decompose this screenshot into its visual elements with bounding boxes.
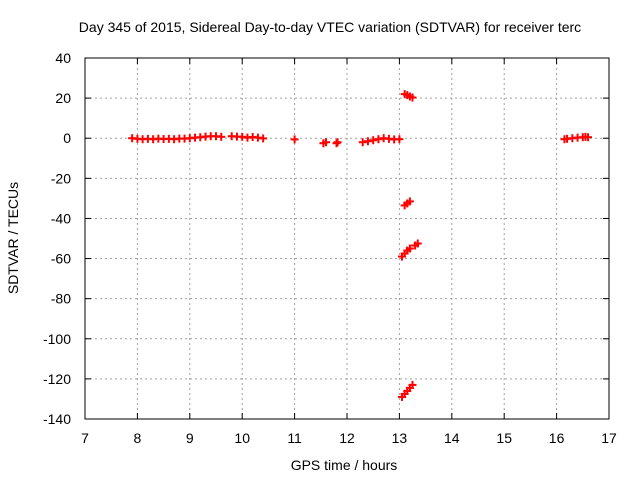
y-tick-label: 0 (63, 130, 71, 146)
x-tick-label: 11 (287, 430, 302, 446)
data-point (408, 380, 417, 389)
data-point (395, 135, 404, 144)
x-tick-label: 12 (339, 430, 355, 446)
y-tick-label: -100 (43, 331, 71, 347)
data-point (408, 93, 417, 102)
y-tick-label: -80 (51, 291, 71, 307)
y-tick-label: -120 (43, 371, 71, 387)
grid-lines (85, 58, 609, 419)
data-point (413, 239, 422, 248)
x-tick-label: 17 (601, 430, 617, 446)
data-point (405, 197, 414, 206)
y-ticks: 40 20 0 -20 -40 -60 -80 -100 -120 -140 (43, 50, 609, 427)
x-tick-label: 9 (186, 430, 194, 446)
x-tick-label: 15 (496, 430, 512, 446)
data-point (217, 132, 226, 141)
data-point (363, 137, 372, 146)
x-tick-label: 13 (392, 430, 408, 446)
chart-title: Day 345 of 2015, Sidereal Day-to-day VTE… (79, 19, 581, 35)
x-tick-label: 16 (549, 430, 565, 446)
data-point (332, 139, 341, 148)
x-tick-label: 14 (444, 430, 460, 446)
data-point (358, 138, 367, 147)
data-point (584, 133, 593, 142)
y-axis-label: SDTVAR / TECUs (5, 182, 21, 294)
data-point (405, 244, 414, 253)
x-ticks: 7 8 9 10 11 12 13 14 15 16 17 (81, 58, 617, 446)
data-point (322, 138, 331, 147)
data-point (333, 138, 342, 147)
x-tick-label: 10 (234, 430, 250, 446)
y-tick-label: -140 (43, 411, 71, 427)
data-point (290, 135, 299, 144)
data-point (374, 135, 383, 144)
data-points (128, 90, 593, 401)
x-tick-label: 8 (134, 430, 142, 446)
y-tick-label: 40 (55, 50, 71, 66)
y-tick-label: -40 (51, 210, 71, 226)
y-tick-label: 20 (55, 90, 71, 106)
x-axis-label: GPS time / hours (291, 457, 398, 473)
x-tick-label: 7 (81, 430, 89, 446)
data-point (369, 136, 378, 145)
y-tick-label: -60 (51, 251, 71, 267)
data-point (259, 134, 268, 143)
y-tick-label: -20 (51, 170, 71, 186)
